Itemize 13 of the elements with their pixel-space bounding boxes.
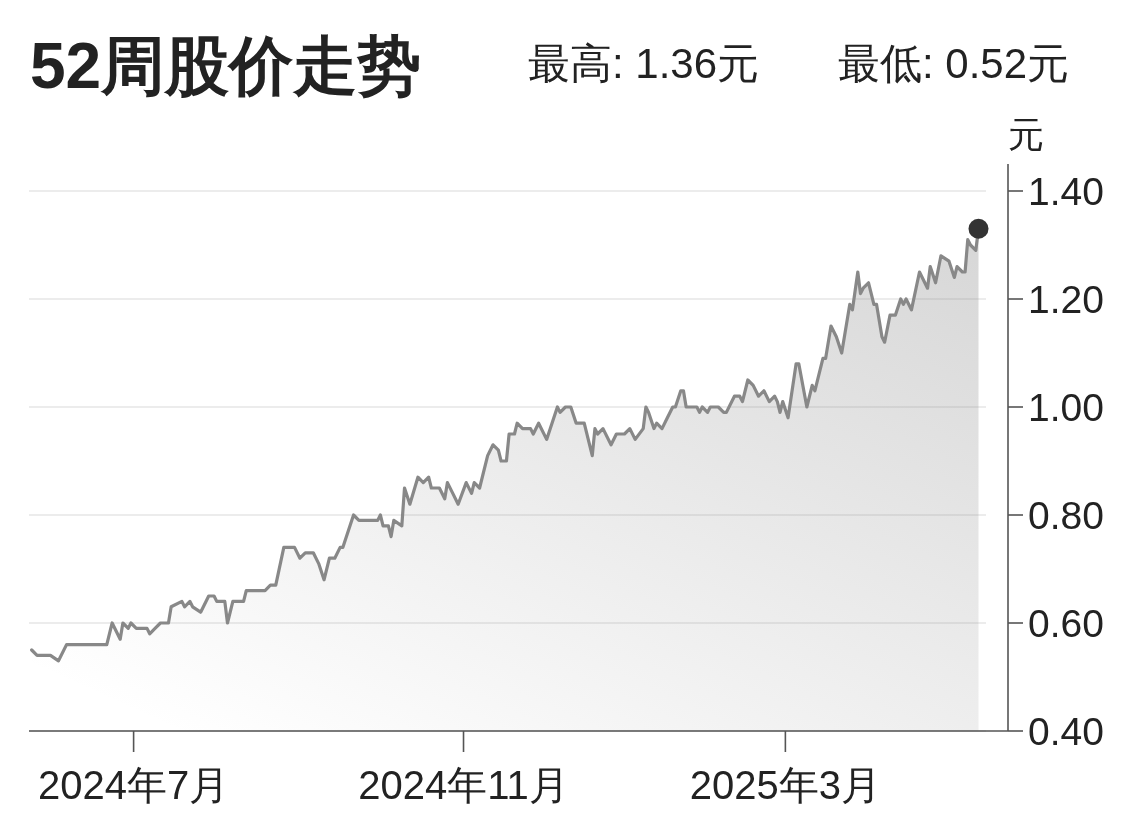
y-tick-label: 0.40 [1028, 709, 1104, 753]
text: 最高: 1.36元 [528, 40, 760, 87]
y-tick-label: 0.60 [1028, 601, 1104, 645]
y-tick-label: 1.20 [1028, 277, 1104, 321]
y-tick-label: 0.80 [1028, 493, 1104, 537]
chart-title: 52周股价走势 [30, 30, 422, 102]
y-tick-label: 1.40 [1028, 169, 1104, 213]
y-axis-title: 元 [1008, 114, 1044, 155]
text: 最低: 0.52元 [838, 40, 1070, 87]
x-tick-label: 2025年3月 [689, 763, 881, 807]
y-tick-label: 1.00 [1028, 385, 1104, 429]
x-tick-label: 2024年11月 [358, 763, 569, 807]
x-tick-label: 2024年7月 [37, 763, 230, 807]
